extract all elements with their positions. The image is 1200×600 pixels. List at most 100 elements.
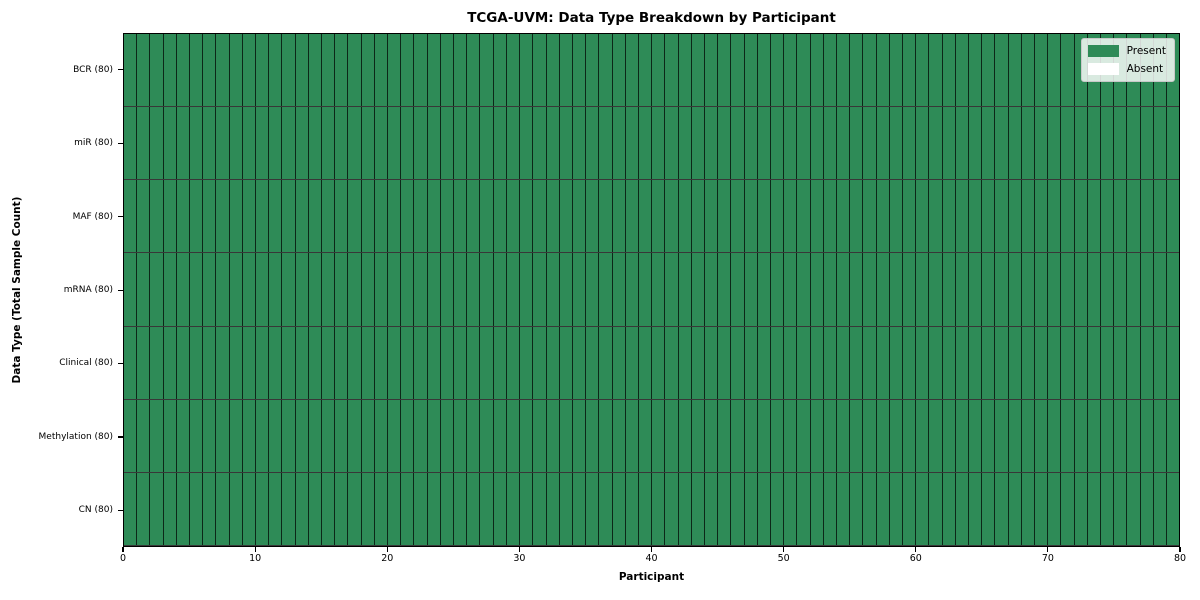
cell-present [1114, 326, 1128, 399]
cell-present [348, 180, 362, 253]
cell-present [414, 34, 428, 107]
cell-present [929, 472, 943, 545]
cell-present [757, 107, 771, 180]
cell-present [572, 326, 587, 399]
cell-present [1153, 326, 1168, 399]
cell-present [638, 472, 653, 545]
cell-present [150, 326, 164, 399]
cell-present [137, 180, 151, 253]
cell-present [797, 326, 811, 399]
legend-swatch-absent [1087, 63, 1119, 75]
cell-present [586, 107, 600, 180]
cell-present [823, 180, 837, 253]
cell-present [665, 107, 679, 180]
x-tick-label: 80 [1173, 553, 1187, 564]
cell-present [533, 107, 547, 180]
cell-present [1008, 253, 1022, 326]
cell-present [902, 399, 917, 472]
cell-present [229, 180, 243, 253]
cell-present [374, 253, 389, 326]
cell-present [982, 253, 996, 326]
cell-present [176, 326, 191, 399]
cell-present [638, 180, 653, 253]
plot-area: Present Absent [123, 33, 1180, 547]
cell-present [665, 399, 679, 472]
cell-present [1021, 107, 1036, 180]
cell-present [216, 399, 230, 472]
cell-present [929, 107, 943, 180]
cell-present [242, 180, 257, 253]
y-tick-label: miR (80) [74, 138, 113, 149]
cell-present [440, 180, 455, 253]
heatmap-row [124, 326, 1180, 400]
cell-present [454, 107, 468, 180]
cell-present [863, 326, 877, 399]
cell-present [269, 253, 283, 326]
cell-present [361, 253, 375, 326]
cell-present [427, 180, 441, 253]
cell-present [374, 326, 389, 399]
cell-present [757, 34, 771, 107]
cell-present [982, 399, 996, 472]
cell-present [190, 326, 204, 399]
cell-present [678, 326, 692, 399]
cell-present [863, 180, 877, 253]
cell-present [269, 34, 283, 107]
cell-present [678, 180, 692, 253]
cell-present [137, 326, 151, 399]
cell-present [1074, 253, 1088, 326]
cell-present [559, 34, 573, 107]
cell-present [163, 399, 177, 472]
cell-present [1061, 399, 1075, 472]
cell-present [190, 34, 204, 107]
y-tick-label: CN (80) [78, 505, 113, 516]
cell-present [506, 180, 521, 253]
cell-present [520, 399, 534, 472]
cell-present [718, 399, 732, 472]
cell-present [995, 472, 1009, 545]
cell-present [388, 180, 402, 253]
y-tick-label: Methylation (80) [38, 431, 113, 442]
cell-present [176, 107, 191, 180]
cell-present [124, 34, 138, 107]
cell-present [269, 107, 283, 180]
cell-present [731, 472, 745, 545]
cell-present [850, 399, 864, 472]
cell-present [1035, 472, 1049, 545]
cell-present [704, 399, 719, 472]
cell-present [770, 180, 785, 253]
cell-present [1021, 253, 1036, 326]
cell-present [902, 472, 917, 545]
cell-present [889, 34, 903, 107]
cell-present [995, 326, 1009, 399]
cell-present [969, 253, 983, 326]
cell-present [440, 253, 455, 326]
cell-present [256, 326, 270, 399]
cell-present [1061, 326, 1075, 399]
cell-present [506, 34, 521, 107]
cell-present [295, 34, 309, 107]
cell-present [876, 399, 890, 472]
cell-present [731, 253, 745, 326]
cell-present [242, 34, 257, 107]
cell-present [916, 34, 930, 107]
cell-present [1074, 399, 1088, 472]
cell-present [704, 326, 719, 399]
cell-present [401, 472, 415, 545]
cell-present [1074, 326, 1088, 399]
cell-present [889, 253, 903, 326]
cell-present [414, 107, 428, 180]
cell-present [797, 107, 811, 180]
cell-present [955, 326, 969, 399]
cell-present [797, 253, 811, 326]
cell-present [850, 253, 864, 326]
y-axis-ticks: BCR (80) miR (80) MAF (80) mRNA (80) Clinica… [0, 33, 123, 547]
cell-present [836, 399, 851, 472]
cell-present [757, 399, 771, 472]
cell-present [388, 253, 402, 326]
cell-present [256, 399, 270, 472]
x-tick-mark [254, 547, 256, 552]
cell-present [282, 472, 296, 545]
y-tick-mark [118, 289, 123, 291]
cell-present [1127, 399, 1141, 472]
